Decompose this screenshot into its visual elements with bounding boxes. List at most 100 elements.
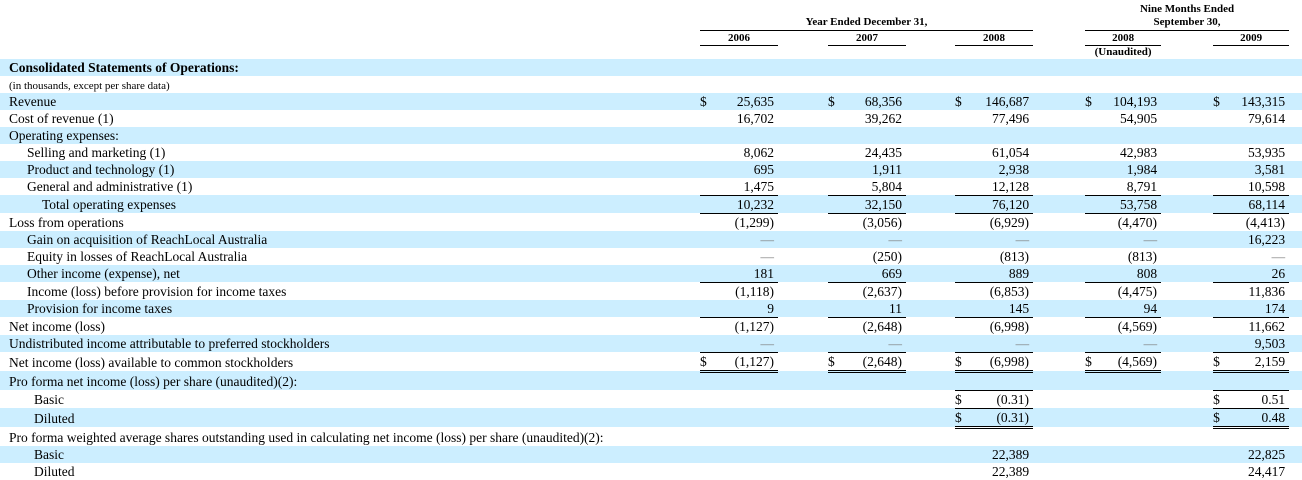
currency-cell (955, 126, 969, 144)
value-cell: 8,062 (743, 144, 774, 160)
currency-cell: $ (1213, 92, 1228, 110)
currency-cell (955, 76, 969, 93)
currency-cell (700, 264, 714, 283)
value-cell: 26 (1227, 264, 1290, 283)
value-cell: 22,825 (1227, 445, 1290, 463)
currency-cell (700, 126, 714, 144)
value-cell (842, 390, 906, 408)
currency-cell (700, 299, 714, 318)
table-row: Diluted $ (0.31) $0.48 (0, 408, 1302, 429)
currency-cell (1085, 213, 1099, 231)
value-cell (969, 427, 1033, 446)
currency-cell (1213, 126, 1228, 144)
row-label: Cost of revenue (1) (9, 110, 114, 126)
column-header-2006: 2006 (700, 30, 778, 46)
currency-cell (1085, 195, 1100, 214)
value-cell: 1,475 (714, 177, 778, 196)
value-cell: 54,905 (1119, 110, 1158, 126)
header-unaudited-row: (Unaudited) (0, 45, 1302, 59)
currency-cell: $ (955, 352, 969, 373)
currency-cell (1085, 160, 1100, 178)
value-cell: — (1271, 248, 1286, 264)
row-label: Basic (34, 392, 64, 408)
nine-months-span-label: Nine Months Ended September 30, (1085, 0, 1290, 31)
currency-cell (1213, 264, 1228, 283)
currency-cell (1085, 248, 1099, 265)
row-label: Loss from operations (9, 214, 124, 230)
row-label: General and administrative (1) (27, 179, 193, 195)
table-row: Undistributed income attributable to pre… (0, 334, 1302, 353)
table-row: Total operating expenses 10,232 32,150 76,1… (0, 195, 1302, 214)
value-cell: (6,929) (989, 214, 1030, 230)
value-cell: 79,614 (1247, 110, 1286, 126)
currency-cell (828, 317, 842, 335)
currency-cell (955, 427, 969, 446)
currency-cell (828, 110, 842, 127)
value-cell (1099, 427, 1161, 446)
value-cell (842, 445, 906, 463)
value-cell (1099, 390, 1161, 408)
table-row: Diluted 22,389 24,417 (0, 463, 1302, 480)
value-cell (1099, 463, 1161, 480)
value-cell (714, 463, 778, 480)
currency-cell (1085, 408, 1100, 427)
currency-cell (828, 408, 842, 427)
value-cell: 24,435 (864, 144, 902, 160)
currency-cell (700, 445, 714, 463)
table-body: Consolidated Statements of Operations: (i… (0, 58, 1302, 480)
value-cell: (1,127) (734, 318, 774, 334)
value-cell (1227, 427, 1289, 446)
currency-cell (1213, 76, 1227, 93)
value-cell: (6,998) (969, 352, 1034, 373)
value-cell (1099, 76, 1161, 93)
value-cell: 5,804 (842, 177, 906, 196)
currency-cell (955, 110, 969, 127)
value-cell: 16,223 (1227, 230, 1290, 248)
row-label: Pro forma weighted average shares outsta… (9, 429, 604, 445)
value-cell: 3,581 (1227, 160, 1290, 178)
value-cell: (0.31) (969, 408, 1034, 429)
currency-cell (700, 213, 714, 231)
value-cell: (1,118) (735, 283, 774, 299)
currency-cell (1085, 177, 1100, 196)
currency-cell (1213, 144, 1227, 161)
value-cell: 1,984 (1099, 160, 1162, 178)
value-cell (1099, 408, 1162, 427)
value-cell: 24,417 (1247, 463, 1286, 479)
value-cell (714, 390, 778, 408)
table-row: Other income (expense), net 181 669 889 808 2… (0, 264, 1302, 283)
currency-cell (828, 371, 842, 390)
column-header-2008: 2008 (955, 30, 1034, 46)
currency-cell (1085, 76, 1099, 93)
value-cell: (250) (872, 248, 902, 264)
table-row: Loss from operations (1,299) (3,056) (6,929… (0, 213, 1302, 231)
currency-cell (700, 390, 714, 408)
currency-cell (700, 371, 714, 390)
value-cell: 9 (714, 299, 778, 318)
currency-cell (700, 76, 714, 93)
currency-cell (1213, 371, 1228, 390)
value-cell: 11,662 (1248, 318, 1286, 334)
value-cell: (6,998) (989, 318, 1030, 334)
table-row: General and administrative (1) 1,475 5,804… (0, 177, 1302, 196)
table-row: Selling and marketing (1) 8,062 24,435 61,0… (0, 144, 1302, 161)
table-row: (in thousands, except per share data) (0, 76, 1302, 93)
currency-cell: $ (1213, 408, 1228, 429)
currency-cell (955, 371, 969, 390)
currency-cell: $ (1085, 92, 1100, 110)
currency-cell (1085, 144, 1099, 161)
value-cell: 9,503 (1227, 334, 1290, 353)
value-cell: (1,127) (714, 352, 778, 373)
currency-cell: $ (828, 92, 842, 110)
value-cell: — (969, 334, 1034, 353)
currency-cell (700, 58, 714, 76)
row-label: Diluted (0, 408, 690, 427)
value-cell: (1,299) (734, 214, 774, 230)
row-label: Gain on acquisition of ReachLocal Austra… (0, 230, 690, 248)
row-label: Diluted (34, 463, 75, 479)
row-label: Product and technology (1) (0, 160, 690, 178)
value-cell (969, 126, 1034, 144)
value-cell: — (969, 230, 1034, 248)
currency-cell (955, 213, 969, 231)
